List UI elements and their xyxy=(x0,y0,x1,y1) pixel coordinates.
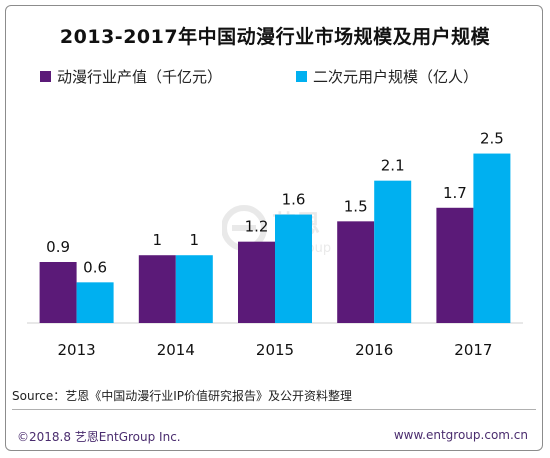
legend-swatch-users xyxy=(296,71,307,82)
legend-item-users: 二次元用户规模（亿人） xyxy=(296,66,478,87)
x-tick-label-2017: 2017 xyxy=(454,341,492,359)
bar-chart: 0.9 0.6 2013 1 1 2014 1.2 1.6 2015 1.5 2.1 2016 1.7 2… xyxy=(27,130,523,359)
legend-label-users: 二次元用户规模（亿人） xyxy=(313,68,479,86)
bar-output-2017 xyxy=(436,207,474,323)
footer-copyright: ©2018.8 艺恩EntGroup Inc. xyxy=(17,430,181,444)
x-tick-label-2014: 2014 xyxy=(157,341,195,359)
data-label-output-2015: 1.2 xyxy=(245,218,269,236)
bar-users-2015 xyxy=(275,214,312,323)
legend-swatch-output xyxy=(40,71,51,82)
x-tick-label-2013: 2013 xyxy=(58,341,96,359)
footer-website[interactable]: www.entgroup.com.cn xyxy=(393,428,528,442)
data-label-output-2017: 1.7 xyxy=(443,184,467,202)
source-divider xyxy=(12,409,536,410)
chart-legend: 动漫行业产值（千亿元） 二次元用户规模（亿人） xyxy=(0,66,550,90)
bar-users-2013 xyxy=(76,282,114,323)
legend-label-output: 动漫行业产值（千亿元） xyxy=(57,68,223,86)
bar-output-2016 xyxy=(337,221,375,323)
legend-item-output: 动漫行业产值（千亿元） xyxy=(40,66,222,87)
data-label-users-2014: 1 xyxy=(190,231,200,249)
data-label-output-2016: 1.5 xyxy=(344,197,368,215)
data-label-output-2013: 0.9 xyxy=(46,238,70,256)
bar-users-2016 xyxy=(374,180,412,323)
x-tick-label-2016: 2016 xyxy=(355,341,393,359)
bar-users-2017 xyxy=(473,153,511,323)
bar-output-2014 xyxy=(138,255,176,323)
x-tick-label-2015: 2015 xyxy=(256,341,294,359)
bar-users-2014 xyxy=(175,255,213,323)
data-label-users-2016: 2.1 xyxy=(381,157,405,175)
data-label-users-2013: 0.6 xyxy=(83,258,107,276)
data-label-output-2014: 1 xyxy=(153,231,163,249)
source-note: Source：艺恩《中国动漫行业IP价值研究报告》及公开资料整理 xyxy=(12,389,352,403)
data-label-users-2015: 1.6 xyxy=(282,191,306,209)
data-label-users-2017: 2.5 xyxy=(480,130,504,148)
bar-output-2013 xyxy=(39,262,77,323)
bar-output-2015 xyxy=(238,241,275,323)
chart-title: 2013-2017年中国动漫行业市场规模及用户规模 xyxy=(59,26,491,48)
